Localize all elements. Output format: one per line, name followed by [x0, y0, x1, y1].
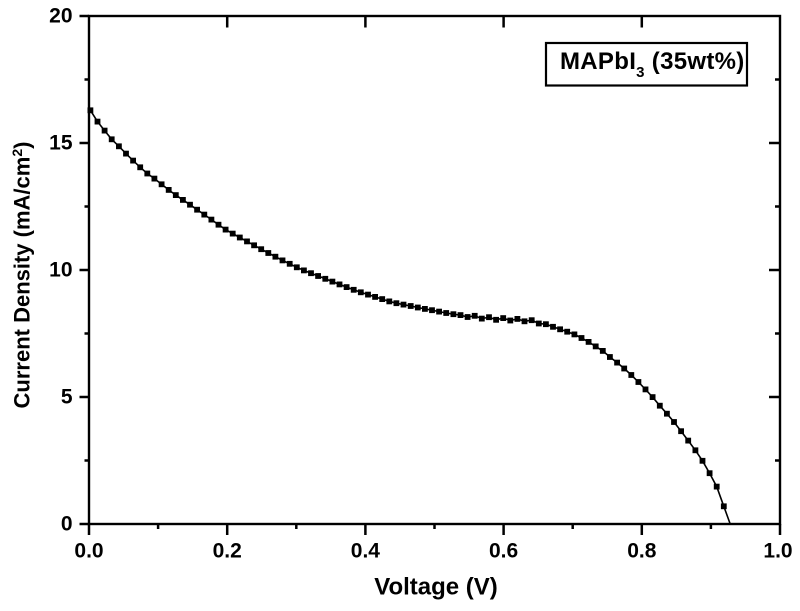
svg-text:0.2: 0.2 [213, 540, 242, 563]
svg-text:20: 20 [49, 4, 72, 27]
svg-text:1.0: 1.0 [763, 540, 792, 563]
svg-text:0.8: 0.8 [627, 540, 657, 563]
svg-text:10: 10 [49, 258, 72, 281]
svg-text:0.4: 0.4 [351, 540, 381, 563]
svg-text:Voltage (V): Voltage (V) [374, 574, 498, 601]
svg-text:5: 5 [61, 385, 73, 408]
svg-text:15: 15 [49, 131, 73, 154]
svg-text:0: 0 [61, 512, 73, 535]
svg-text:0.0: 0.0 [74, 540, 103, 563]
svg-text:Current Density (mA/cm2): Current Density (mA/cm2) [9, 142, 35, 409]
svg-text:0.6: 0.6 [489, 540, 518, 563]
